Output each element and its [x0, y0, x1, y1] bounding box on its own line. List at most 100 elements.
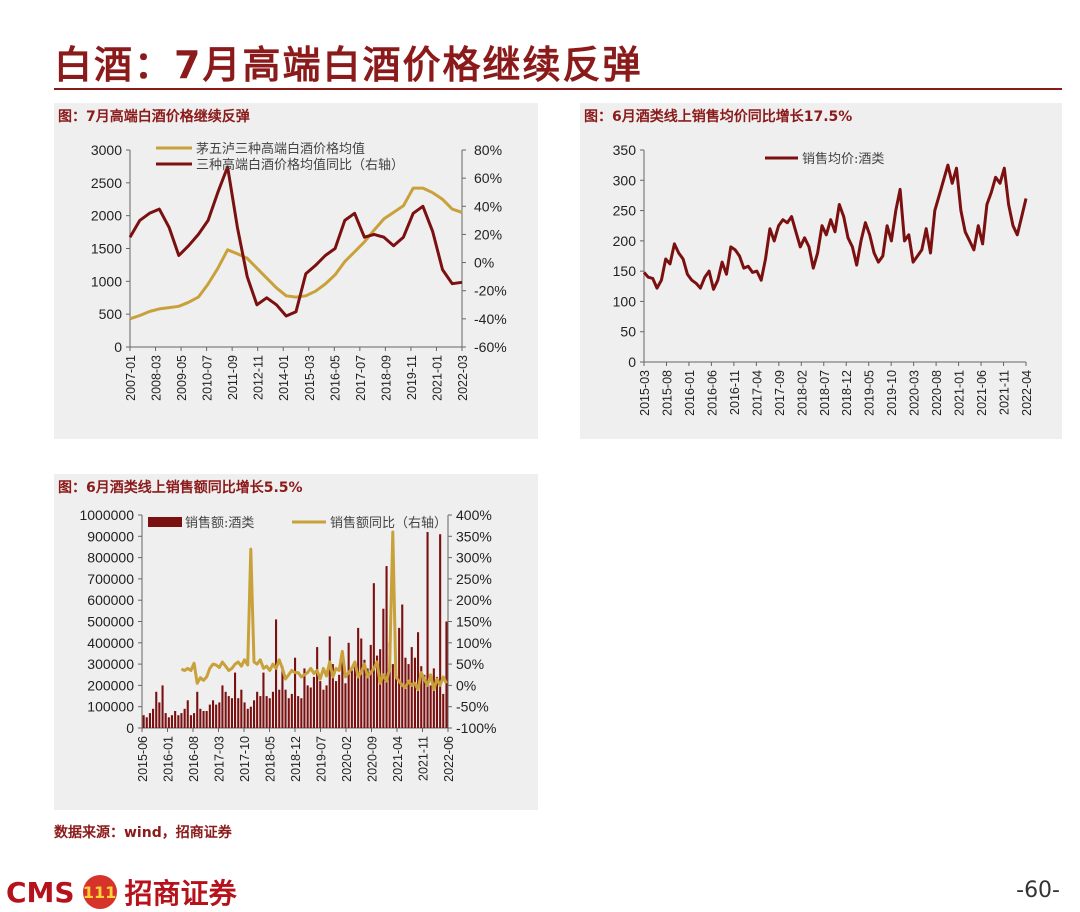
x-tick-label: 2016-05 — [328, 355, 342, 401]
x-tick-label: 2021-01 — [430, 355, 444, 401]
x-tick-label: 2018-05 — [264, 736, 278, 782]
x-tick-label: 2015-03 — [638, 370, 652, 416]
y-tick-label: 400% — [456, 507, 492, 523]
sales-chart-svg: 0 100000 200000 300000 400000 500000 600000 700… — [79, 507, 496, 782]
legend-label: 三种高端白酒价格均值同比（右轴） — [196, 157, 404, 173]
x-tick-label: 2018-02 — [795, 370, 809, 416]
sales-bar — [281, 666, 284, 728]
y-tick-label: 100% — [456, 635, 492, 651]
y-tick-label: 500 — [99, 306, 123, 322]
title-rule — [54, 88, 1062, 90]
x-tick-label: 2020-09 — [366, 736, 380, 782]
sales-bar — [221, 685, 224, 728]
x-tick-label: 2016-01 — [162, 736, 176, 782]
sales-bar — [170, 715, 173, 728]
legend-label: 销售均价:酒类 — [802, 151, 884, 167]
sales-bar — [303, 668, 306, 728]
sales-bar — [224, 691, 227, 728]
sales-bar — [297, 696, 300, 728]
sales-bar — [376, 655, 379, 728]
x-tick-label: 2014-01 — [277, 355, 291, 401]
x-tick-label: 2016-01 — [683, 370, 697, 416]
sales-bar — [142, 715, 145, 728]
y-tick-label: 200% — [456, 592, 492, 608]
y-tick-label: 2000 — [91, 208, 122, 224]
sales-bar — [335, 681, 338, 728]
x-tick-label: 2016-06 — [705, 370, 719, 416]
sales-bar — [413, 657, 416, 728]
x-tick-label: 2019-10 — [885, 370, 899, 416]
x-tick-label: 2010-07 — [201, 355, 215, 401]
sales-bar — [275, 619, 278, 728]
series-line-price-avg — [129, 186, 463, 321]
sales-bar — [300, 698, 303, 728]
x-tick-label: 2020-08 — [930, 370, 944, 416]
x-tick-label: 2015-06 — [136, 736, 150, 782]
sales-bar — [404, 657, 407, 728]
sales-bar — [391, 664, 394, 728]
sales-bar — [429, 685, 432, 728]
sales-bar — [161, 685, 164, 728]
y-tick-label: 800000 — [87, 550, 134, 566]
sales-bar — [256, 691, 259, 728]
x-tick-label: 2015-03 — [303, 355, 317, 401]
sales-bar — [218, 702, 221, 728]
sales-bar — [328, 636, 331, 728]
sales-bar — [152, 708, 155, 728]
sales-bar — [234, 672, 237, 728]
price-chart-svg: 0 500 1000 1500 2000 2500 3000 -60% -40% -20% 0% 20… — [91, 141, 507, 401]
x-tick-label: 2017-03 — [213, 736, 227, 782]
sales-bar — [230, 698, 233, 728]
sales-bar — [439, 534, 442, 728]
x-tick-label: 2018-09 — [379, 355, 393, 401]
sales-bar — [246, 708, 249, 728]
sales-bar — [193, 713, 196, 728]
sales-bar — [369, 644, 372, 728]
sales-bar — [174, 711, 177, 728]
x-tick-label: 2017-07 — [354, 355, 368, 401]
sales-bar — [388, 642, 391, 728]
avg-price-chart-svg: 0 50 100 150 200 250 300 350 2015-03 2015-08 2016-… — [613, 142, 1034, 416]
sales-bar — [284, 689, 287, 728]
sales-bar — [183, 708, 186, 728]
x-tick-label: 2017-09 — [773, 370, 787, 416]
page-number: -60- — [1016, 878, 1060, 903]
sales-bar — [208, 704, 211, 728]
sales-bar — [445, 621, 448, 728]
logo-latin-text: CMS — [6, 875, 75, 909]
y-tick-label: 500000 — [87, 614, 134, 630]
y-tick-label: 50 — [620, 324, 636, 340]
sales-bar — [316, 647, 319, 728]
sales-bar — [309, 687, 312, 728]
sales-bar — [306, 685, 309, 728]
chart-panel-sales: 图：6月酒类线上销售额同比增长5.5% 0 100000 200000 300000 4… — [54, 474, 538, 810]
y-tick-label: 1000000 — [79, 507, 134, 523]
company-logo: CMS 111 招商证券 — [6, 872, 237, 912]
y-tick-label: 80% — [474, 142, 502, 158]
y-tick-label: 100000 — [87, 699, 134, 715]
y-tick-label: 40% — [474, 198, 502, 214]
sales-bar — [363, 659, 366, 728]
x-tick-label: 2011-09 — [226, 355, 240, 400]
legend-label: 销售额:酒类 — [185, 515, 254, 531]
x-tick-label: 2015-08 — [660, 370, 674, 416]
x-tick-label: 2020-03 — [908, 370, 922, 416]
y-tick-label: 700000 — [87, 571, 134, 587]
sales-bar — [322, 689, 325, 728]
sales-bar — [290, 693, 293, 728]
sales-bar — [253, 700, 256, 728]
source-note: 数据来源：wind，招商证券 — [54, 825, 232, 841]
sales-bar — [278, 689, 281, 728]
logo-mark-icon: 111 — [82, 875, 117, 909]
y-tick-label: 1000 — [91, 273, 122, 289]
sales-bar — [145, 717, 148, 728]
sales-bar — [426, 532, 429, 728]
x-tick-label: 2020-02 — [340, 736, 354, 782]
sales-bar — [180, 713, 183, 728]
sales-bar — [417, 632, 420, 728]
sales-bar — [372, 583, 375, 728]
x-tick-label: 2018-12 — [289, 736, 303, 782]
x-tick-label: 2022-04 — [1020, 370, 1034, 416]
y-tick-label: 200000 — [87, 677, 134, 693]
x-tick-label: 2019-11 — [405, 355, 419, 400]
